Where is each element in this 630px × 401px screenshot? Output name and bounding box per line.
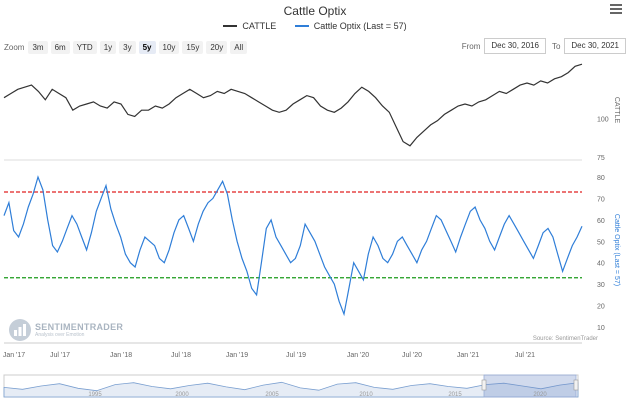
x-tick-label: Jul '19 — [286, 352, 306, 359]
navigator-handle-left — [481, 379, 487, 391]
to-label: To — [551, 41, 561, 51]
navigator-tick-label: 2010 — [359, 392, 373, 398]
navigator-handle-right — [573, 379, 579, 391]
range-button-ytd[interactable]: YTD — [72, 40, 97, 54]
menu-icon[interactable] — [610, 4, 622, 16]
range-button-5y[interactable]: 5y — [138, 40, 156, 54]
x-tick-label: Jan '20 — [347, 352, 369, 359]
range-selector: Zoom 3m 6m YTD 1y 3y 5y 10y 15y 20y All — [4, 40, 250, 54]
brand-name: SENTIMENTRADER — [35, 321, 124, 332]
navigator-series — [3, 381, 579, 398]
range-button-20y[interactable]: 20y — [206, 40, 228, 54]
chart-credits[interactable]: Source: SentimenTrader — [532, 336, 598, 342]
optix-line — [3, 175, 583, 317]
optix-y-tick: 80 — [597, 175, 605, 182]
x-tick-label: Jan '17 — [3, 352, 25, 359]
legend-item-cattle[interactable]: CATTLE — [223, 21, 276, 31]
x-tick-label: Jan '21 — [457, 352, 479, 359]
navigator-tick-label: 2005 — [265, 392, 279, 398]
brand-logo-icon — [9, 319, 31, 341]
navigator-tick-label: 1995 — [88, 392, 102, 398]
legend-line-icon — [294, 25, 309, 27]
brand-tagline: Analysis over Emotion — [35, 331, 85, 338]
legend-label-optix: Cattle Optix (Last = 57) — [313, 21, 407, 31]
to-date-input[interactable]: Dec 30, 2021 — [564, 38, 626, 54]
legend-item-optix[interactable]: Cattle Optix (Last = 57) — [294, 21, 407, 31]
x-tick-label: Jan '19 — [226, 352, 248, 359]
optix-y-tick: 10 — [597, 325, 605, 332]
optix-y-tick: 20 — [597, 304, 605, 311]
navigator-tick-label: 2015 — [448, 392, 462, 398]
from-label: From — [461, 41, 481, 51]
zoom-label: Zoom — [4, 42, 25, 52]
legend-label-cattle: CATTLE — [242, 21, 277, 31]
brand-watermark: SENTIMENTRADER Analysis over Emotion — [8, 318, 123, 342]
optix-y-tick: 50 — [597, 239, 605, 246]
range-button-10y[interactable]: 10y — [158, 40, 180, 54]
range-button-6m[interactable]: 6m — [50, 40, 70, 54]
price-y-axis-label: CATTLE — [613, 97, 620, 124]
legend: CATTLE Cattle Optix (Last = 57) — [0, 19, 630, 31]
navigator-tick-label: 2020 — [533, 392, 547, 398]
optix-y-tick: 75 — [597, 155, 605, 162]
range-button-3m[interactable]: 3m — [28, 40, 48, 54]
x-tick-label: Jul '17 — [50, 352, 70, 359]
from-date-input[interactable]: Dec 30, 2016 — [484, 38, 546, 54]
navigator-tick-label: 2000 — [175, 392, 189, 398]
date-range-inputs: From Dec 30, 2016 To Dec 30, 2021 — [462, 38, 626, 54]
optix-y-tick: 40 — [597, 261, 605, 268]
range-button-15y[interactable]: 15y — [182, 40, 204, 54]
cattle-price-line — [3, 63, 583, 147]
range-button-3y[interactable]: 3y — [119, 40, 136, 54]
optix-y-tick: 60 — [597, 218, 605, 225]
x-tick-label: Jul '20 — [402, 352, 422, 359]
x-tick-label: Jul '18 — [171, 352, 191, 359]
optix-y-tick: 70 — [597, 196, 605, 203]
optix-y-tick: 30 — [597, 282, 605, 289]
range-button-1y[interactable]: 1y — [99, 40, 117, 54]
x-tick-label: Jul '21 — [515, 352, 535, 359]
legend-line-icon — [223, 25, 238, 27]
range-button-all[interactable]: All — [230, 40, 248, 54]
chart-title: Cattle Optix — [283, 4, 347, 18]
navigator-selection — [483, 374, 577, 398]
x-tick-label: Jan '18 — [110, 352, 132, 359]
price-y-tick: 100 — [597, 117, 609, 124]
optix-y-axis-label: Cattle Optix (Last = 57) — [613, 214, 620, 286]
